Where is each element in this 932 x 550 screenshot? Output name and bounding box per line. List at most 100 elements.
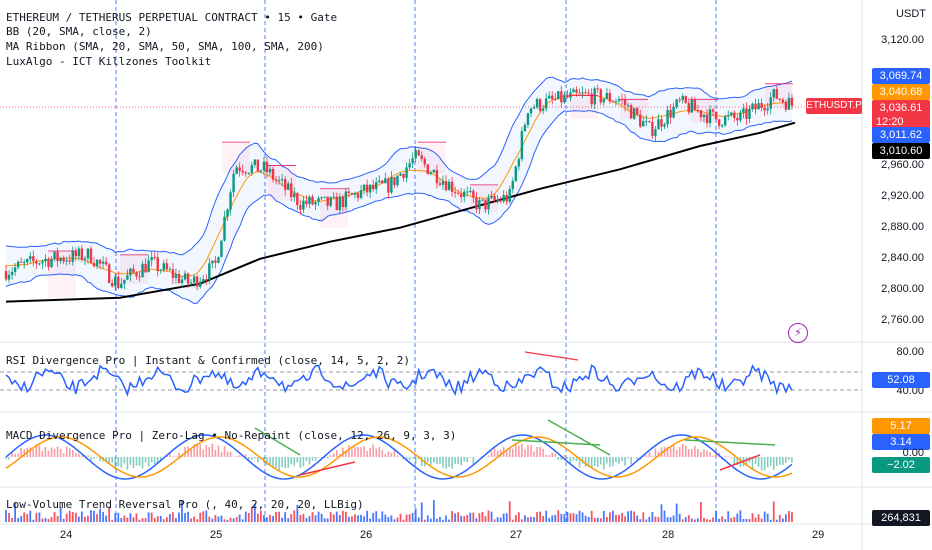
candle-body	[302, 200, 305, 210]
candle-body	[572, 89, 575, 93]
candle-body	[335, 196, 338, 211]
bb-lower-badge: 3,011.62	[872, 127, 930, 143]
candle-body	[614, 101, 618, 103]
candle-body	[636, 108, 639, 115]
candle-body	[223, 216, 226, 241]
volume-bar	[672, 515, 675, 522]
volume-bar	[5, 509, 7, 522]
volume-bar	[184, 513, 186, 522]
volume-bar	[788, 510, 790, 522]
candle-body	[244, 172, 247, 174]
candle-body	[435, 169, 439, 184]
candle-body	[168, 269, 172, 271]
macd-histogram-bar	[687, 449, 690, 457]
macd-histogram-bar	[669, 447, 672, 457]
candle-body	[466, 191, 469, 193]
indicator-bb-label[interactable]: BB (20, SMA, close, 2)	[6, 25, 152, 38]
macd-histogram-bar	[724, 456, 727, 457]
last-price-badge: 3,036.61	[872, 100, 930, 116]
candle-body	[365, 184, 369, 193]
volume-bar	[487, 510, 490, 522]
time-tick: 25	[210, 529, 223, 541]
symbol-price-tag: ETHUSDT.P	[806, 98, 862, 114]
rsi-pane-label[interactable]: RSI Divergence Pro | Instant & Confirmed…	[6, 354, 410, 367]
candle-body	[787, 97, 791, 110]
macd-histogram-bar	[120, 457, 123, 468]
macd-histogram-bar	[375, 448, 378, 457]
volume-bar	[524, 515, 526, 522]
currency-label[interactable]: USDT	[896, 8, 926, 20]
macd-histogram-bar	[184, 446, 186, 457]
candle-body	[478, 200, 481, 210]
macd-histogram-bar	[302, 457, 305, 467]
volume-pane-label[interactable]: Low-Volume Trend Reversal Pro (, 40, 2, …	[6, 498, 364, 511]
candle-body	[444, 181, 448, 191]
indicator-ma-ribbon-label[interactable]: MA Ribbon (SMA, 20, SMA, 50, SMA, 100, S…	[6, 40, 324, 53]
macd-histogram-bar	[560, 457, 563, 460]
macd-histogram-bar	[466, 457, 469, 463]
macd-histogram-bar	[590, 457, 593, 468]
volume-bar	[196, 519, 199, 522]
volume-bar	[363, 516, 365, 522]
candle-body	[120, 283, 123, 288]
macd-histogram-bar	[387, 451, 390, 457]
macd-histogram-bar	[772, 457, 775, 470]
candle-body	[381, 180, 384, 184]
candle-body	[575, 89, 578, 93]
candle-body	[708, 109, 712, 124]
candle-body	[754, 103, 757, 110]
macd-histogram-bar	[99, 457, 101, 461]
candle-body	[456, 192, 460, 194]
volume-bar	[612, 510, 614, 522]
candle-body	[293, 193, 296, 198]
volume-bar	[11, 518, 13, 522]
volume-bar	[551, 515, 554, 522]
volume-bar	[499, 517, 502, 522]
volume-bar	[511, 519, 514, 522]
volume-bar	[332, 514, 335, 522]
volume-bar	[675, 503, 678, 522]
lightning-bolt-icon[interactable]: ⚡	[788, 323, 808, 343]
indicator-killzones-label[interactable]: LuxAlgo - ICT Killzones Toolkit	[6, 55, 212, 68]
volume-bar	[654, 516, 657, 522]
volume-bar	[14, 502, 17, 522]
candle-body	[344, 191, 348, 208]
candle-body	[174, 274, 178, 278]
volume-bar	[533, 517, 535, 522]
macd-histogram-bar	[14, 454, 16, 457]
macd-histogram-bar	[445, 457, 447, 469]
candle-body	[490, 196, 493, 198]
macd-histogram-bar	[202, 449, 205, 457]
candle-body	[359, 190, 363, 198]
volume-bar	[65, 513, 68, 522]
candle-body	[217, 257, 220, 263]
volume-bar	[608, 512, 611, 522]
candle-body	[126, 275, 129, 280]
volume-bar	[159, 515, 162, 522]
volume-bar	[493, 519, 496, 522]
candle-body	[472, 191, 475, 198]
macd-histogram-bar	[675, 450, 678, 457]
rsi-value-badge: 52.08	[872, 372, 930, 388]
macd-histogram-bar	[684, 445, 687, 457]
volume-bar	[587, 517, 590, 522]
volume-bar	[390, 515, 393, 522]
symbol-title[interactable]: ETHEREUM / TETHERUS PERPETUAL CONTRACT •…	[6, 11, 338, 24]
candle-body	[95, 259, 99, 267]
macd-histogram-bar	[299, 457, 302, 468]
volume-bar	[454, 513, 457, 522]
volume-bar	[548, 518, 551, 522]
volume-bar	[475, 518, 478, 522]
macd-pane-label[interactable]: MACD Divergence Pro | Zero-Lag • No-Repa…	[6, 429, 457, 442]
volume-bar	[272, 515, 274, 522]
macd-histogram-bar	[153, 457, 156, 465]
candle-body	[186, 273, 190, 284]
candle-body	[714, 111, 718, 120]
macd-histogram-bar	[17, 453, 19, 457]
volume-bar	[478, 513, 481, 522]
candle-body	[790, 97, 794, 106]
volume-bar	[47, 519, 50, 522]
macd-histogram-bar	[71, 450, 74, 457]
volume-bar	[360, 514, 362, 522]
